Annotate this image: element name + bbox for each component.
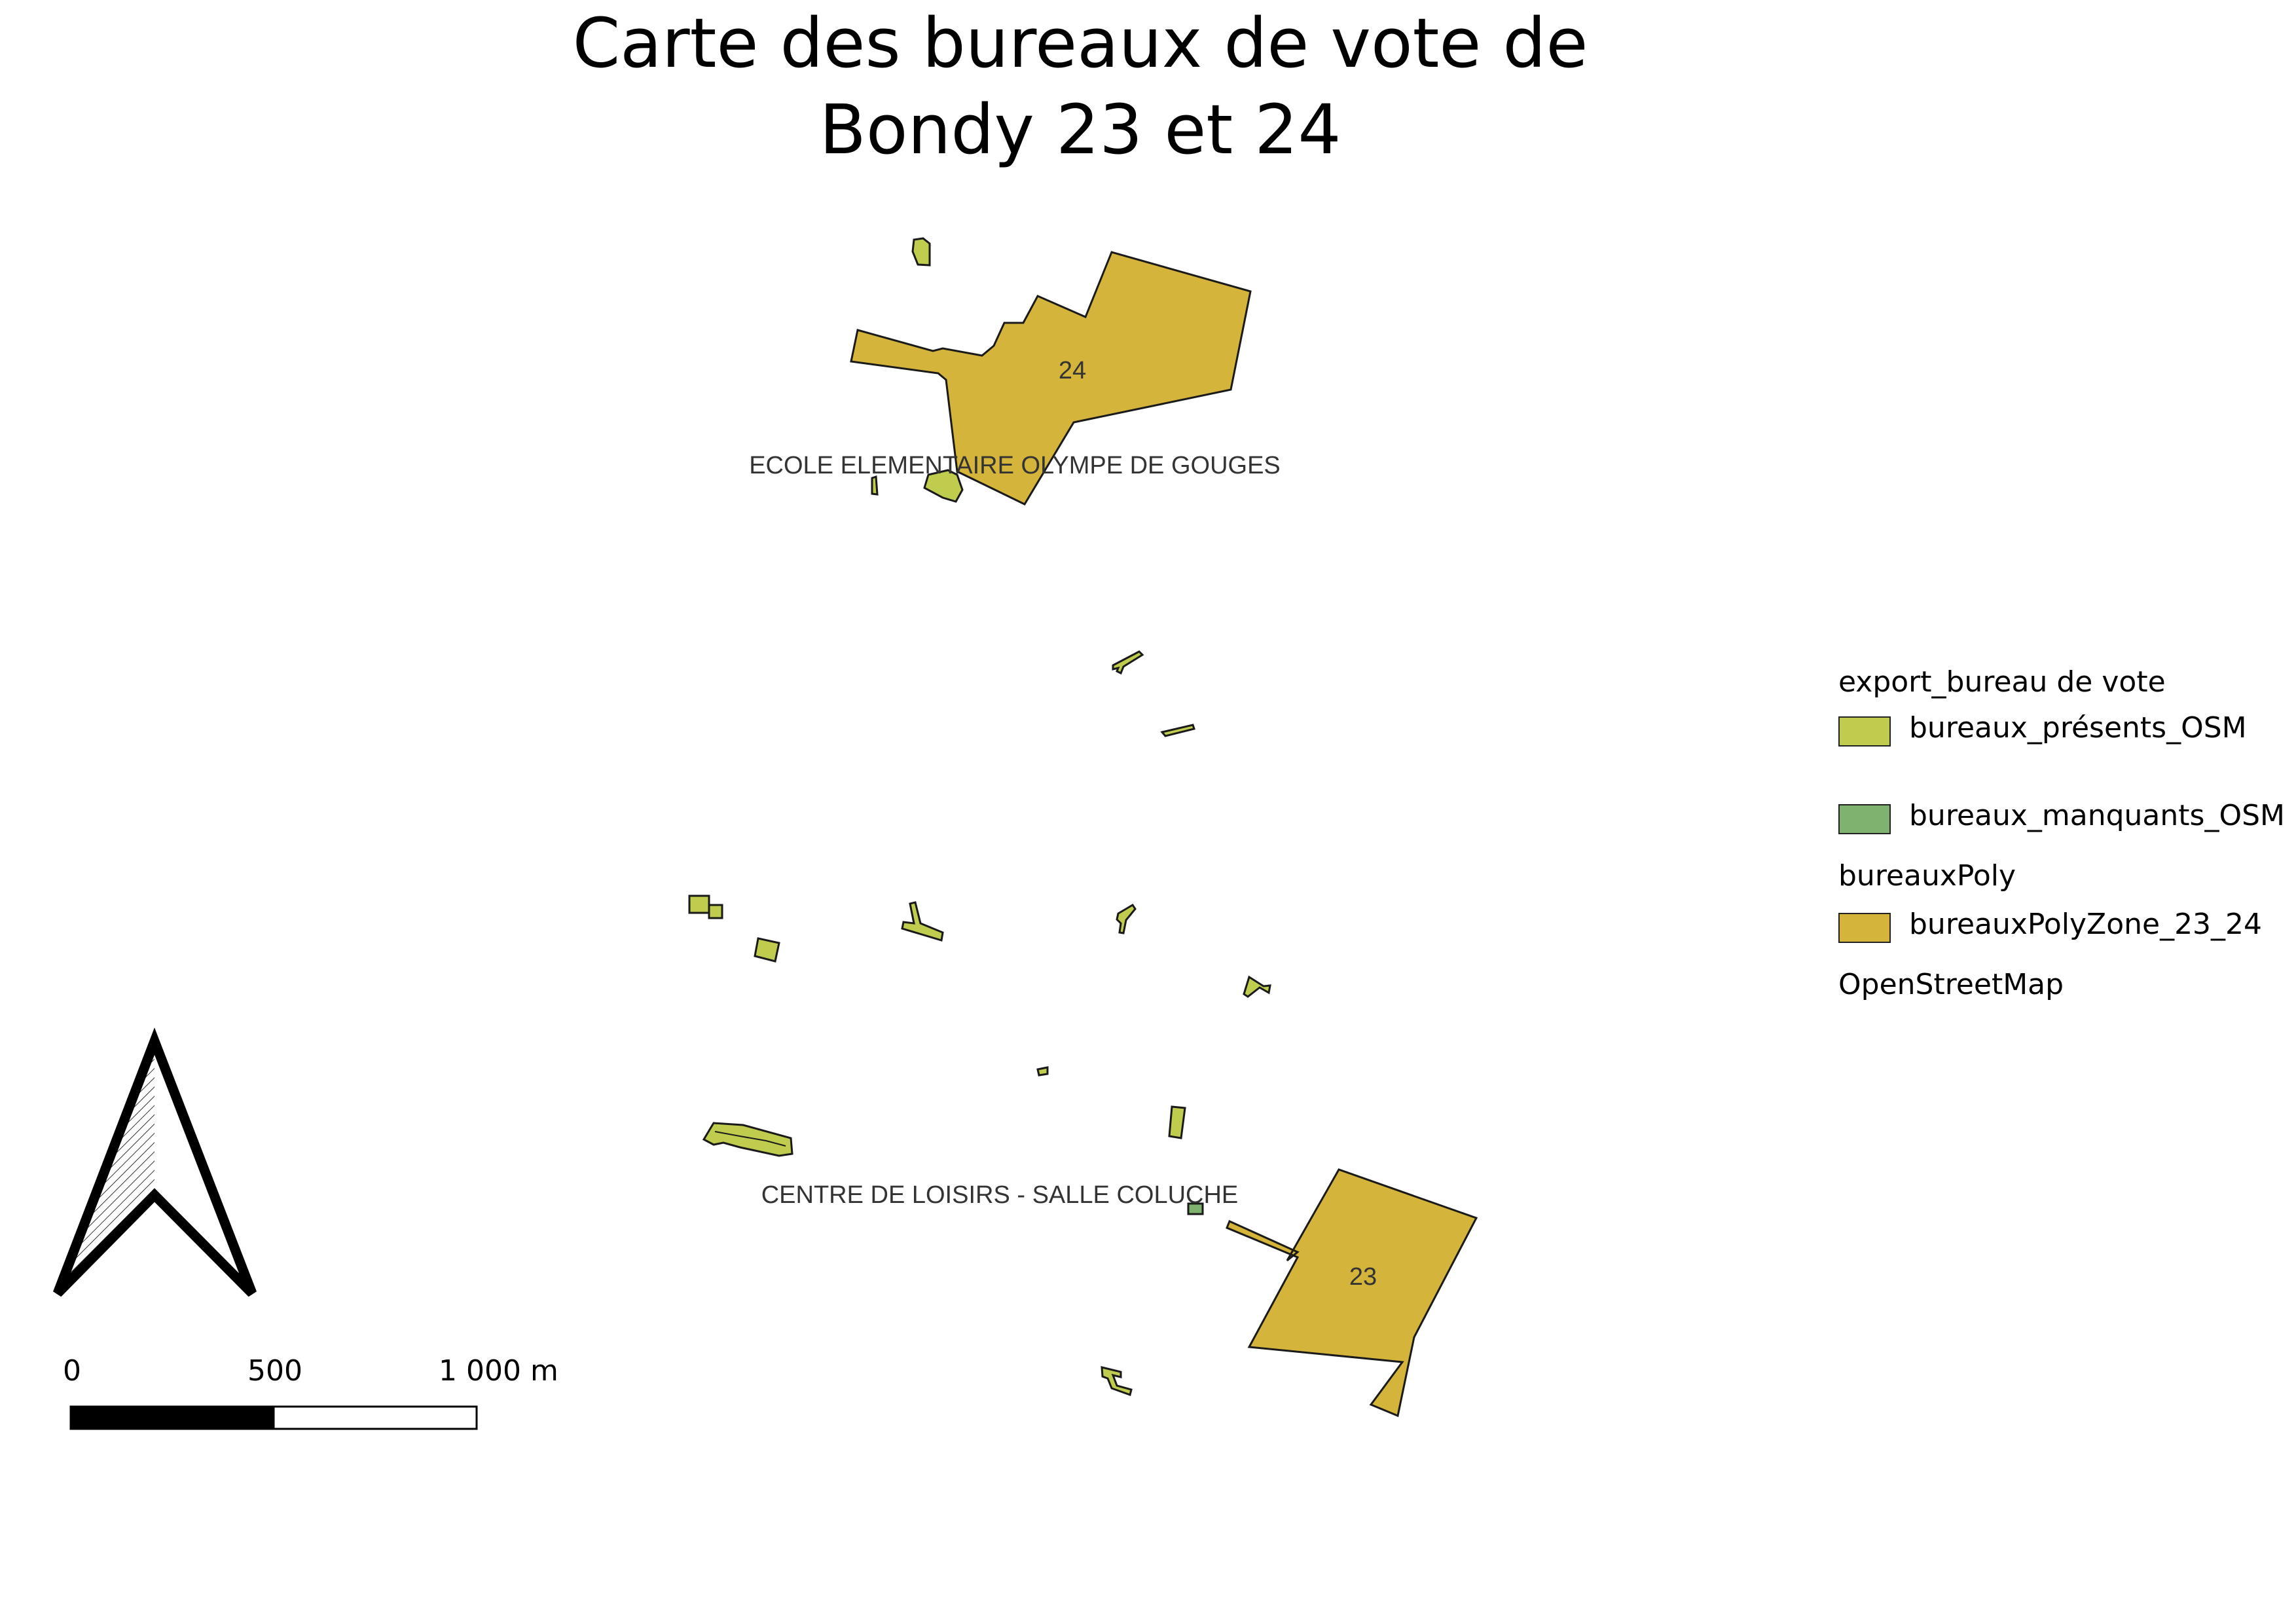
map-title-line1: Carte des bureaux de vote de (572, 3, 1588, 83)
bureau-polygon[interactable] (923, 469, 964, 503)
zone-24-polygon[interactable] (850, 251, 1252, 506)
zone-24-label: 24 (1059, 357, 1086, 384)
legend-label-manquants: bureaux_manquants_OSM (1909, 799, 2285, 832)
scale-bar (69, 1405, 478, 1430)
legend-group-bureauxpoly: bureauxPoly (1838, 859, 2016, 893)
legend-label-zone: bureauxPolyZone_23_24 (1909, 908, 2263, 941)
legend-group-export: export_bureau de vote (1838, 665, 2166, 699)
legend-swatch-presents (1838, 716, 1891, 747)
map-title-line2: Bondy 23 et 24 (819, 90, 1341, 170)
scale-tick-0: 0 (63, 1354, 81, 1388)
bureau-polygon[interactable] (708, 904, 723, 919)
legend-swatch-zone (1838, 913, 1891, 943)
zone-23-polygon[interactable] (1226, 1168, 1478, 1418)
bureau-polygon[interactable] (1101, 1366, 1133, 1396)
place-label-olympe-de-gouges: ECOLE ELEMENTAIRE OLYMPE DE GOUGES (749, 452, 1281, 479)
bureau-polygon[interactable] (911, 237, 931, 267)
north-arrow-icon (52, 1027, 257, 1297)
bureau-polygon[interactable] (1116, 903, 1137, 934)
zone-23-label: 23 (1349, 1263, 1377, 1291)
legend-group-osm: OpenStreetMap (1838, 968, 2064, 1001)
bureau-polygon[interactable] (1168, 1105, 1186, 1139)
scale-tick-1000: 1 000 m (439, 1354, 558, 1388)
bureau-polygon[interactable] (688, 895, 710, 914)
bureau-polygon[interactable] (754, 937, 780, 963)
bureau-polygon[interactable] (1243, 975, 1271, 998)
place-label-salle-coluche: CENTRE DE LOISIRS - SALLE COLUCHE (761, 1181, 1239, 1209)
bureau-polygon[interactable] (702, 1122, 793, 1157)
scale-tick-500: 500 (247, 1354, 302, 1388)
bureau-polygon[interactable] (871, 475, 879, 496)
bureau-polygon[interactable] (1036, 1066, 1049, 1077)
bureau-polygon[interactable] (901, 901, 944, 942)
legend-swatch-manquants (1838, 804, 1891, 834)
legend-label-presents: bureaux_présents_OSM (1909, 711, 2247, 745)
bureaux-presents-layer (688, 237, 1271, 1396)
bureau-polygon[interactable] (1112, 650, 1144, 675)
bureau-polygon[interactable] (1160, 724, 1195, 737)
map-title: Carte des bureaux de vote de Bondy 23 et… (393, 0, 1768, 173)
bureau-manquant-polygon[interactable] (1187, 1202, 1204, 1215)
